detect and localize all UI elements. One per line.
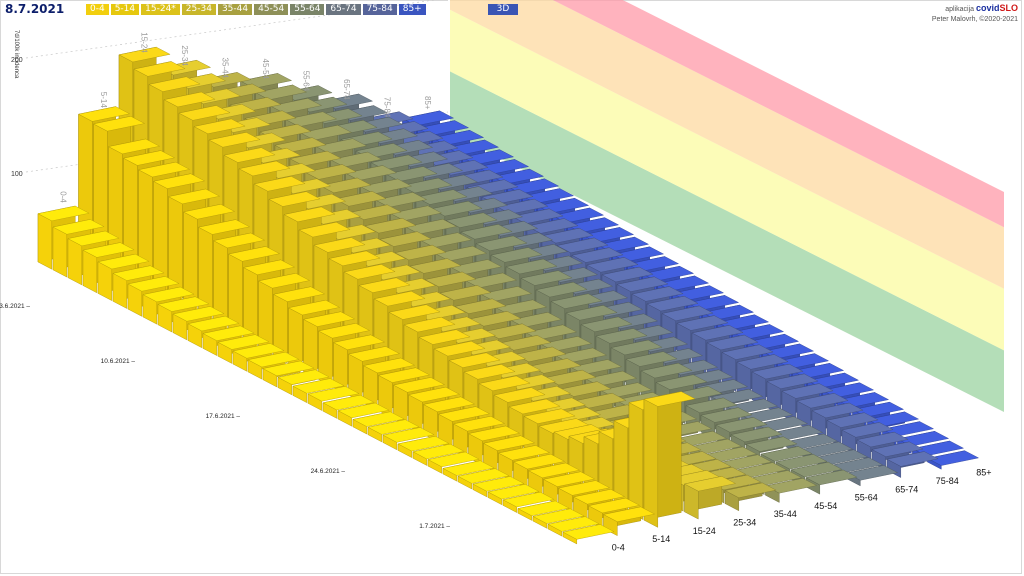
series-0-4	[37, 205, 615, 545]
brand-slo[interactable]: SLO	[999, 3, 1018, 13]
y-tick-label-1: 100	[11, 171, 23, 178]
bar-0-4-20[interactable]	[337, 402, 390, 427]
bar-25-34-35[interactable]	[683, 476, 737, 520]
series-top-label-5: 45-54	[261, 59, 270, 80]
legend-item-2[interactable]: 15-24*	[141, 4, 180, 15]
bar-0-4-22[interactable]	[367, 419, 420, 443]
age-axis-label-1: 5-14	[652, 534, 670, 544]
bar-0-4-34[interactable]	[547, 516, 600, 537]
bar-0-4-13[interactable]	[232, 343, 285, 372]
age-axis-label-3: 25-34	[733, 517, 756, 527]
background-band-3	[552, 0, 1004, 228]
brand-covid[interactable]: covid	[975, 3, 1000, 13]
legend-item-0[interactable]: 0-4	[86, 4, 109, 15]
age-axis-label-7: 65-74	[895, 484, 918, 494]
legend-item-8[interactable]: 75-84	[362, 4, 397, 15]
bar-45-54-35[interactable]	[764, 478, 818, 503]
series-top-label-0: 0-4	[58, 191, 67, 203]
bar-0-4-21[interactable]	[352, 411, 405, 435]
bar-0-4-35[interactable]	[562, 524, 615, 545]
bar-0-4-26[interactable]	[427, 451, 480, 474]
series-top-label-6: 55-64	[301, 71, 310, 92]
bar-0-4-31[interactable]	[502, 491, 555, 513]
bar-0-4-32[interactable]	[517, 500, 570, 521]
legend-item-1[interactable]: 5-14	[110, 4, 140, 15]
bar-0-4-29[interactable]	[472, 476, 525, 498]
age-axis-label-0: 0-4	[612, 542, 625, 552]
bar-35-44-35[interactable]	[724, 482, 777, 512]
bar-0-4-33[interactable]	[532, 508, 585, 529]
legend-item-3[interactable]: 25-34	[181, 4, 216, 15]
date-tick-0: 3.6.2021 –	[0, 303, 30, 310]
bar-0-4-28[interactable]	[457, 468, 510, 490]
credit-prefix: aplikacija	[945, 6, 975, 13]
legend-item-6[interactable]: 55-64	[290, 4, 325, 15]
age-axis-label-4: 35-44	[774, 509, 797, 519]
view-3d-button[interactable]: 3D	[488, 4, 518, 15]
app-credit: aplikacija covidSLO Peter Malovrh, ©2020…	[932, 3, 1018, 25]
series-top-label-1: 5-14	[99, 92, 108, 109]
legend-item-9[interactable]: 85+	[398, 4, 426, 15]
age-axis-label-9: 85+	[976, 468, 991, 478]
legend-item-4[interactable]: 35-44	[217, 4, 253, 15]
series-top-labels: 0-4 5-14 15-24 25-34 35-44 45-54 55-64 65-74 75-…	[58, 32, 432, 203]
date-tick-1: 10.6.2021 –	[101, 358, 136, 365]
age-group-axis: 0-4 5-14 15-24 25-34 35-44 45-54 55-64 65-74 75-…	[612, 468, 992, 553]
bar-75-84-35[interactable]	[886, 451, 939, 478]
series-top-label-3: 25-34	[180, 45, 189, 66]
background-band-0	[448, 70, 1004, 413]
date-tick-2: 17.6.2021 –	[206, 413, 241, 420]
bar-65-74-35[interactable]	[845, 465, 899, 487]
background-band-2	[448, 0, 1004, 289]
bar-0-4-17[interactable]	[292, 378, 345, 404]
bar-0-4-25[interactable]	[412, 443, 465, 466]
date-tick-3: 24.6.2021 –	[311, 468, 346, 475]
series-top-label-4: 35-44	[220, 58, 229, 79]
bar-0-4-23[interactable]	[382, 427, 435, 451]
series-top-label-8: 75-84	[382, 97, 391, 118]
credit-author: Peter Malovrh, ©2020-2021	[931, 16, 1018, 23]
bar-0-4-16[interactable]	[277, 369, 330, 396]
age-axis-label-6: 55-64	[855, 493, 878, 503]
date-tick-4: 1.7.2021 –	[419, 523, 450, 530]
bar-0-4-24[interactable]	[397, 436, 450, 458]
date-ticks: 3.6.2021 – 10.6.2021 – 17.6.2021 – 24.6.202…	[0, 303, 450, 530]
bar-0-4-15[interactable]	[262, 360, 315, 388]
bar-0-4-30[interactable]	[487, 484, 540, 506]
background-band-1	[448, 8, 1004, 351]
age-axis-label-2: 15-24	[693, 526, 716, 536]
age-axis-label-8: 75-84	[936, 476, 959, 486]
age-group-legend: 0-4 5-14 15-24* 25-34 35-44 45-54 55-64 65-74 75…	[86, 4, 426, 15]
bar-0-4-19[interactable]	[322, 394, 375, 419]
bars	[37, 46, 980, 545]
age-axis-label-5: 45-54	[814, 501, 837, 511]
current-date: 8.7.2021	[5, 2, 65, 16]
bar-5-14-35[interactable]	[602, 506, 656, 537]
bar-0-4-11[interactable]	[202, 325, 255, 356]
bar-0-4-6[interactable]	[127, 276, 180, 317]
bar-5-14-28[interactable]	[497, 445, 551, 482]
bar-0-4-27[interactable]	[442, 460, 495, 482]
legend-item-5[interactable]: 45-54	[254, 4, 289, 15]
background-bands	[448, 0, 1004, 413]
bar-0-4-18[interactable]	[307, 386, 360, 411]
series-top-label-2: 15-24	[139, 32, 148, 53]
legend-item-7[interactable]: 65-74	[326, 4, 361, 15]
series-top-label-9: 85+	[423, 96, 432, 110]
bar-75-84-30[interactable]	[811, 402, 864, 439]
bar-0-4-9[interactable]	[172, 306, 225, 341]
y-axis-title: 7d/100k incidenca	[13, 30, 19, 79]
series-top-label-7: 65-74	[342, 79, 351, 100]
y-tick-label-0: 200	[11, 57, 23, 64]
bar-15-24-35[interactable]	[643, 391, 696, 528]
